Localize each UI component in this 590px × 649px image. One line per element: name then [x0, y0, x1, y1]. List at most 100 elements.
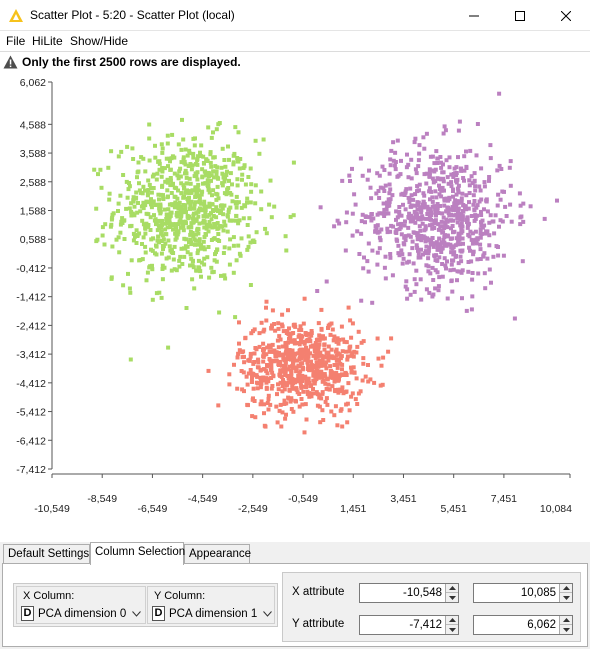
scatter-point[interactable]: [204, 226, 209, 231]
scatter-point[interactable]: [401, 241, 406, 246]
scatter-point[interactable]: [254, 347, 259, 352]
scatter-point[interactable]: [160, 267, 165, 271]
scatter-point[interactable]: [182, 186, 186, 191]
scatter-point[interactable]: [388, 157, 393, 162]
scatter-point[interactable]: [464, 149, 468, 154]
scatter-point[interactable]: [178, 254, 183, 259]
scatter-point[interactable]: [135, 233, 140, 237]
scatter-point[interactable]: [393, 150, 398, 155]
scatter-point[interactable]: [359, 219, 364, 224]
scatter-point[interactable]: [179, 160, 184, 165]
scatter-point[interactable]: [306, 348, 311, 353]
scatter-point[interactable]: [475, 213, 480, 218]
scatter-point[interactable]: [434, 213, 438, 218]
scatter-point[interactable]: [195, 158, 200, 163]
scatter-point[interactable]: [159, 229, 164, 234]
scatter-point[interactable]: [209, 178, 213, 183]
scatter-point[interactable]: [109, 276, 114, 281]
scatter-point[interactable]: [134, 228, 139, 233]
scatter-point[interactable]: [232, 362, 236, 367]
scatter-point[interactable]: [359, 298, 364, 303]
scatter-point[interactable]: [500, 219, 505, 224]
scatter-point[interactable]: [162, 166, 167, 171]
scatter-point[interactable]: [269, 326, 274, 331]
scatter-point[interactable]: [252, 399, 257, 403]
scatter-point[interactable]: [173, 200, 178, 205]
scatter-point[interactable]: [299, 333, 303, 338]
scatter-point[interactable]: [458, 242, 462, 247]
scatter-point[interactable]: [176, 230, 181, 235]
scatter-point[interactable]: [164, 256, 169, 261]
scatter-point[interactable]: [214, 127, 219, 132]
scatter-point[interactable]: [159, 225, 163, 230]
scatter-point[interactable]: [207, 174, 211, 179]
scatter-point[interactable]: [276, 382, 280, 387]
scatter-point[interactable]: [137, 181, 141, 186]
scatter-point[interactable]: [416, 203, 421, 208]
scatter-point[interactable]: [172, 244, 177, 249]
scatter-point[interactable]: [330, 370, 334, 375]
scatter-point[interactable]: [196, 214, 201, 219]
scatter-point[interactable]: [151, 172, 156, 177]
scatter-point[interactable]: [151, 200, 156, 205]
scatter-point[interactable]: [206, 229, 211, 234]
scatter-point[interactable]: [320, 357, 325, 362]
scatter-point[interactable]: [231, 160, 236, 165]
scatter-point[interactable]: [325, 355, 330, 360]
scatter-point[interactable]: [173, 223, 178, 227]
scatter-point[interactable]: [412, 209, 417, 214]
scatter-point[interactable]: [382, 207, 387, 212]
scatter-point[interactable]: [200, 175, 205, 180]
scatter-point[interactable]: [409, 157, 414, 162]
scatter-point[interactable]: [344, 340, 349, 345]
scatter-point[interactable]: [281, 378, 285, 382]
scatter-point[interactable]: [442, 242, 447, 247]
scatter-point[interactable]: [303, 375, 308, 380]
scatter-point[interactable]: [175, 173, 180, 178]
scatter-point[interactable]: [456, 209, 460, 214]
scatter-point[interactable]: [388, 163, 393, 168]
scatter-point[interactable]: [161, 197, 166, 201]
scatter-point[interactable]: [366, 241, 371, 246]
scatter-point[interactable]: [451, 218, 456, 223]
scatter-point[interactable]: [431, 244, 436, 249]
scatter-point[interactable]: [448, 268, 453, 273]
scatter-point[interactable]: [443, 233, 447, 238]
scatter-point[interactable]: [239, 369, 244, 373]
scatter-point[interactable]: [266, 393, 271, 398]
scatter-point[interactable]: [173, 195, 178, 199]
scatter-point[interactable]: [196, 209, 201, 214]
scatter-point[interactable]: [472, 199, 477, 203]
scatter-point[interactable]: [451, 267, 456, 272]
scatter-point[interactable]: [413, 167, 418, 172]
scatter-point[interactable]: [225, 213, 230, 218]
scatter-point[interactable]: [147, 136, 152, 141]
scatter-point[interactable]: [437, 236, 442, 241]
scatter-point[interactable]: [487, 233, 492, 238]
scatter-point[interactable]: [456, 190, 461, 195]
scatter-point[interactable]: [180, 223, 185, 228]
scatter-point[interactable]: [172, 267, 177, 272]
scatter-point[interactable]: [335, 365, 340, 370]
scatter-point[interactable]: [420, 221, 425, 226]
scatter-point[interactable]: [438, 204, 442, 208]
scatter-point[interactable]: [155, 228, 160, 233]
scatter-point[interactable]: [282, 366, 287, 371]
scatter-point[interactable]: [482, 251, 487, 256]
scatter-point[interactable]: [203, 169, 208, 174]
scatter-point[interactable]: [171, 227, 175, 232]
scatter-point[interactable]: [131, 199, 136, 204]
scatter-point[interactable]: [482, 223, 487, 228]
x-max-spinner[interactable]: 10,085: [473, 583, 573, 603]
scatter-point[interactable]: [235, 386, 240, 391]
scatter-point[interactable]: [489, 280, 493, 285]
scatter-point[interactable]: [283, 416, 288, 421]
scatter-point[interactable]: [160, 146, 165, 151]
scatter-point[interactable]: [349, 369, 354, 374]
scatter-point[interactable]: [228, 171, 233, 176]
scatter-point[interactable]: [312, 381, 317, 386]
scatter-point[interactable]: [147, 182, 152, 187]
scatter-point[interactable]: [433, 286, 438, 291]
scatter-point[interactable]: [309, 394, 314, 399]
scatter-point[interactable]: [462, 178, 466, 183]
